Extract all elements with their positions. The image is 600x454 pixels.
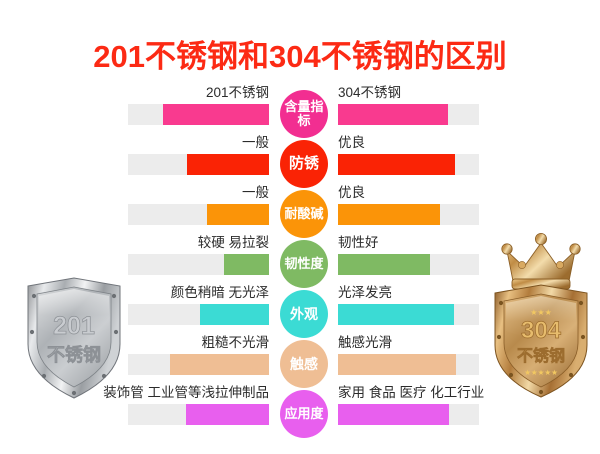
left-bar-track-rust-proof bbox=[128, 154, 269, 175]
category-badge-label-appearance: 外观 bbox=[290, 305, 318, 322]
comparison-row-content-index: 201不锈钢 304不锈钢 含量指标 bbox=[0, 84, 600, 138]
shield-304-stars-bottom: ★★★★★ bbox=[524, 368, 558, 377]
right-value-label-rust-proof: 优良 bbox=[338, 135, 365, 150]
right-bar-fill-touch-feel bbox=[338, 354, 457, 375]
right-bar-fill-application bbox=[338, 404, 450, 425]
shield-201-grade: 201 bbox=[53, 312, 95, 340]
left-bar-fill-rust-proof bbox=[187, 154, 269, 175]
left-bar-track-touch-feel bbox=[128, 354, 269, 375]
right-value-label-appearance: 光泽发亮 bbox=[338, 285, 392, 300]
shield-304-graphic: ★★★ 304 不锈钢 ★★★★★ bbox=[494, 232, 588, 398]
left-bar-fill-touch-feel bbox=[170, 354, 269, 375]
shield-304-grade: 304 bbox=[521, 317, 562, 344]
left-bar-fill-acid-alkali-resistance bbox=[206, 204, 269, 225]
shield-304-material: 不锈钢 bbox=[517, 346, 565, 365]
category-badge-appearance: 外观 bbox=[280, 290, 328, 338]
right-bar-fill-appearance bbox=[338, 304, 454, 325]
left-value-label-toughness: 较硬 易拉裂 bbox=[197, 235, 269, 250]
right-bar-track-appearance bbox=[338, 304, 479, 325]
category-badge-label-application: 应用度 bbox=[284, 406, 324, 422]
shield-304: ★★★ 304 不锈钢 ★★★★★ bbox=[487, 225, 595, 400]
category-badge-touch-feel: 触感 bbox=[280, 340, 328, 388]
comparison-row-appearance: 颜色稍暗 无光泽 光泽发亮外观 bbox=[0, 284, 600, 338]
comparison-rows: 201不锈钢 304不锈钢 含量指标 一般 优良 防锈 一般 优良 耐酸碱 较硬 易拉裂 韧性好 韧性… bbox=[0, 84, 600, 438]
right-value-label-touch-feel: 触感光滑 bbox=[338, 335, 392, 350]
page-title: 201不锈钢和304不锈钢的区别 bbox=[93, 39, 507, 74]
comparison-row-rust-proof: 一般 优良防锈 bbox=[0, 134, 600, 188]
shield-201-material: 不锈钢 bbox=[47, 344, 101, 365]
left-bar-track-acid-alkali-resistance bbox=[128, 204, 269, 225]
right-value-label-toughness: 韧性好 bbox=[338, 235, 379, 250]
left-value-label-acid-alkali-resistance: 一般 bbox=[242, 185, 269, 200]
category-badge-label-content-index: 含量指标 bbox=[284, 99, 324, 128]
left-bar-fill-application bbox=[185, 404, 269, 425]
category-badge-application: 应用度 bbox=[280, 390, 328, 438]
category-badge-label-touch-feel: 触感 bbox=[290, 355, 318, 372]
category-badge-acid-alkali-resistance: 耐酸碱 bbox=[280, 190, 328, 238]
comparison-row-toughness: 较硬 易拉裂 韧性好 韧性度 bbox=[0, 234, 600, 288]
crown-icon bbox=[501, 232, 581, 290]
right-bar-fill-toughness bbox=[338, 254, 430, 275]
comparison-row-touch-feel: 粗糙不光滑 触感光滑触感 bbox=[0, 334, 600, 388]
left-value-label-application: 装饰管 工业管等浅拉伸制品 bbox=[103, 385, 269, 400]
right-bar-fill-content-index bbox=[338, 104, 448, 125]
left-value-label-touch-feel: 粗糙不光滑 bbox=[201, 335, 270, 350]
comparison-row-application: 装饰管 工业管等浅拉伸制品 家用 食品 医疗 化工行业 应用度 bbox=[0, 384, 600, 438]
category-badge-rust-proof: 防锈 bbox=[280, 140, 328, 188]
right-bar-track-toughness bbox=[338, 254, 479, 275]
right-bar-track-application bbox=[338, 404, 479, 425]
category-badge-content-index: 含量指标 bbox=[280, 90, 328, 138]
comparison-row-acid-alkali-resistance: 一般 优良 耐酸碱 bbox=[0, 184, 600, 238]
left-bar-track-appearance bbox=[128, 304, 269, 325]
right-bar-fill-acid-alkali-resistance bbox=[338, 204, 440, 225]
left-bar-fill-content-index bbox=[163, 104, 269, 125]
left-bar-fill-toughness bbox=[223, 254, 269, 275]
left-value-label-content-index: 201不锈钢 bbox=[205, 85, 269, 100]
left-value-label-appearance: 颜色稍暗 无光泽 bbox=[170, 285, 269, 300]
category-badge-label-acid-alkali-resistance: 耐酸碱 bbox=[284, 206, 324, 222]
left-bar-fill-appearance bbox=[199, 304, 269, 325]
right-bar-track-touch-feel bbox=[338, 354, 479, 375]
right-bar-track-rust-proof bbox=[338, 154, 479, 175]
shield-201-graphic: 201 不锈钢 bbox=[27, 277, 121, 399]
right-bar-track-acid-alkali-resistance bbox=[338, 204, 479, 225]
category-badge-label-rust-proof: 防锈 bbox=[288, 155, 319, 173]
right-value-label-content-index: 304不锈钢 bbox=[338, 85, 402, 100]
category-badge-label-toughness: 韧性度 bbox=[284, 256, 324, 272]
right-bar-fill-rust-proof bbox=[338, 154, 456, 175]
left-value-label-rust-proof: 一般 bbox=[242, 135, 269, 150]
left-bar-track-content-index bbox=[128, 104, 269, 125]
shield-304-stars-top: ★★★ bbox=[530, 308, 552, 317]
right-value-label-application: 家用 食品 医疗 化工行业 bbox=[338, 385, 485, 400]
right-value-label-acid-alkali-resistance: 优良 bbox=[338, 185, 365, 200]
left-bar-track-application bbox=[128, 404, 269, 425]
right-bar-track-content-index bbox=[338, 104, 479, 125]
left-bar-track-toughness bbox=[128, 254, 269, 275]
category-badge-toughness: 韧性度 bbox=[280, 240, 328, 288]
shield-201: 201 不锈钢 bbox=[20, 272, 128, 404]
